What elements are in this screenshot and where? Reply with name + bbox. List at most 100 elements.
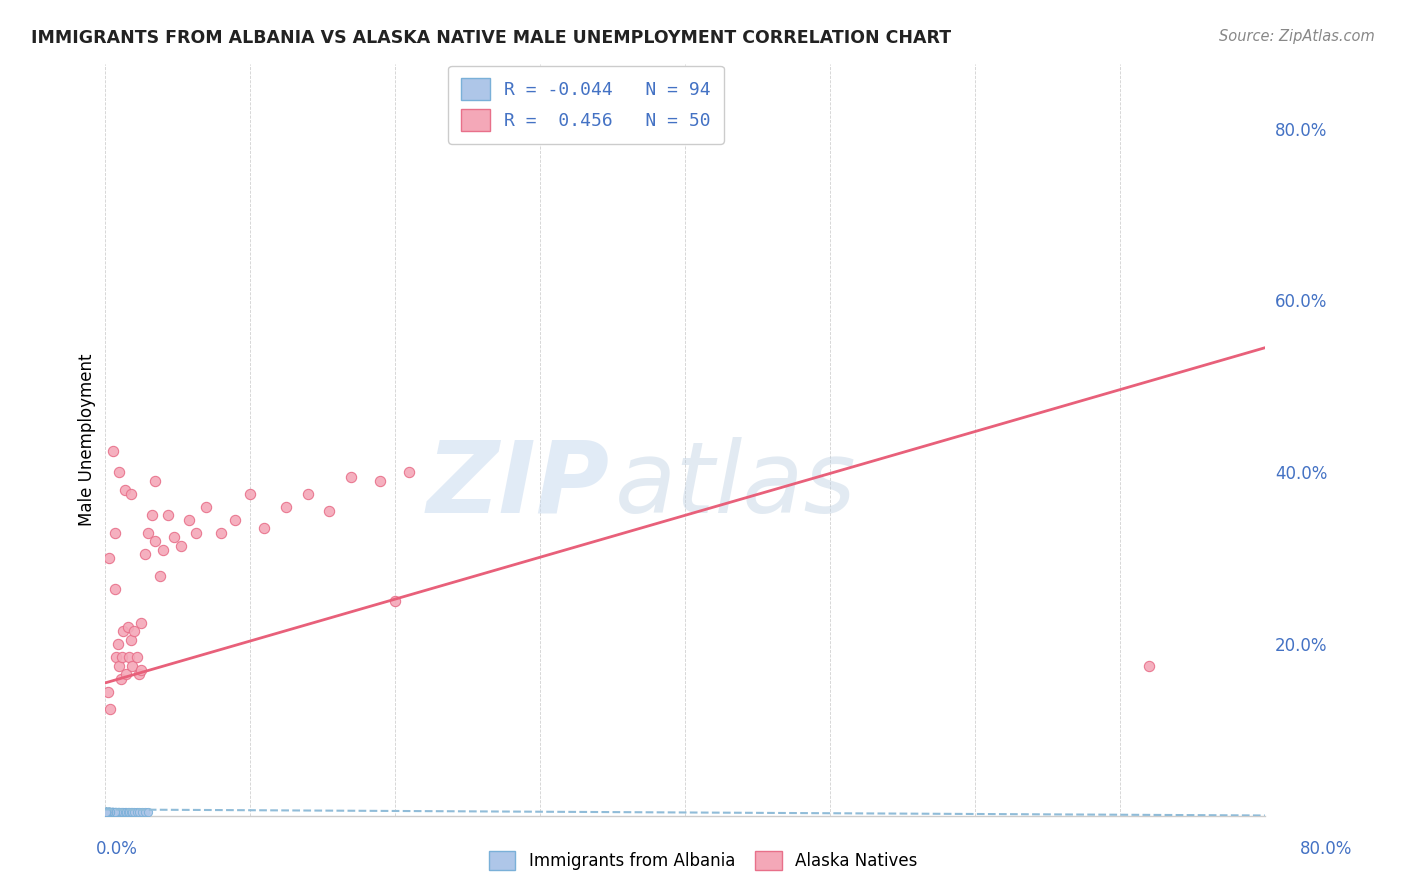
Point: [103, 805, 125, 819]
Point: [94, 805, 117, 819]
Point: [96, 805, 118, 819]
Point: [104, 525, 127, 540]
Point: [94, 805, 117, 819]
Point: [101, 805, 124, 819]
Point: [94, 805, 117, 819]
Point: [94, 805, 117, 819]
Point: [100, 702, 122, 716]
Point: [108, 805, 131, 819]
Point: [94, 805, 117, 819]
Point: [100, 805, 122, 819]
Point: [125, 650, 148, 665]
Point: [114, 483, 136, 497]
Point: [94, 805, 117, 819]
Point: [97, 805, 120, 819]
Point: [129, 663, 152, 677]
Point: [94, 805, 117, 819]
Point: [122, 624, 145, 639]
Point: [112, 805, 135, 819]
Point: [149, 568, 172, 582]
Point: [184, 525, 207, 540]
Point: [141, 508, 163, 523]
Point: [96, 805, 118, 819]
Point: [94, 805, 117, 819]
Point: [100, 805, 122, 819]
Point: [129, 615, 152, 630]
Point: [96, 805, 118, 819]
Point: [136, 525, 159, 540]
Point: [120, 633, 142, 648]
Point: [94, 805, 117, 819]
Point: [94, 805, 117, 819]
Point: [120, 805, 142, 819]
Text: 80.0%: 80.0%: [1301, 840, 1353, 858]
Point: [152, 542, 174, 557]
Point: [101, 805, 124, 819]
Point: [114, 805, 136, 819]
Point: [94, 805, 117, 819]
Point: [100, 805, 122, 819]
Point: [157, 508, 180, 523]
Point: [118, 650, 141, 665]
Point: [101, 805, 124, 819]
Point: [96, 805, 118, 819]
Point: [163, 530, 186, 544]
Legend: R = -0.044   N = 94, R =  0.456   N = 50: R = -0.044 N = 94, R = 0.456 N = 50: [449, 66, 724, 144]
Point: [117, 620, 139, 634]
Point: [112, 624, 135, 639]
Point: [94, 805, 117, 819]
Point: [94, 805, 117, 819]
Point: [97, 805, 120, 819]
Point: [104, 805, 127, 819]
Point: [103, 805, 125, 819]
Point: [100, 805, 122, 819]
Point: [105, 805, 128, 819]
Point: [97, 805, 120, 819]
Point: [107, 637, 129, 651]
Point: [101, 805, 124, 819]
Point: [108, 805, 131, 819]
Point: [94, 805, 117, 819]
Point: [115, 805, 138, 819]
Point: [110, 805, 132, 819]
Text: ZIP: ZIP: [426, 437, 609, 533]
Text: 0.0%: 0.0%: [96, 840, 138, 858]
Point: [96, 805, 118, 819]
Point: [101, 805, 124, 819]
Point: [96, 805, 118, 819]
Point: [97, 805, 120, 819]
Point: [97, 805, 120, 819]
Point: [96, 805, 118, 819]
Point: [121, 659, 143, 673]
Point: [97, 551, 120, 566]
Point: [368, 474, 391, 488]
Point: [100, 805, 122, 819]
Point: [94, 805, 117, 819]
Point: [111, 805, 134, 819]
Point: [94, 805, 117, 819]
Point: [96, 805, 118, 819]
Point: [274, 500, 297, 514]
Point: [96, 805, 118, 819]
Point: [318, 504, 340, 518]
Point: [117, 805, 139, 819]
Point: [107, 805, 129, 819]
Point: [143, 474, 166, 488]
Point: [398, 466, 420, 480]
Point: [177, 513, 200, 527]
Point: [94, 805, 117, 819]
Legend: Immigrants from Albania, Alaska Natives: Immigrants from Albania, Alaska Natives: [482, 844, 924, 877]
Point: [100, 805, 122, 819]
Point: [94, 805, 117, 819]
Point: [111, 650, 134, 665]
Point: [104, 582, 127, 596]
Point: [94, 805, 117, 819]
Point: [94, 805, 117, 819]
Point: [224, 513, 246, 527]
Point: [170, 539, 193, 553]
Point: [94, 805, 117, 819]
Point: [94, 805, 117, 819]
Point: [94, 805, 117, 819]
Point: [122, 805, 145, 819]
Point: [239, 487, 262, 501]
